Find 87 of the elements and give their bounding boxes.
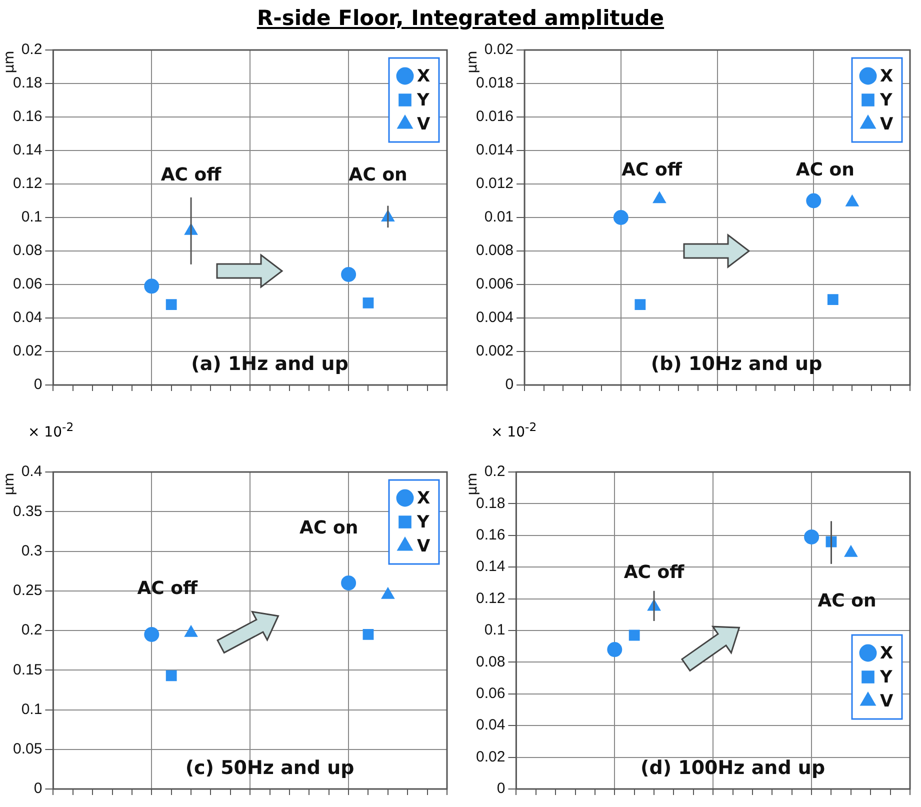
y-axis-title: µm (2, 472, 18, 496)
y-tick-label: 0.05 (12, 740, 42, 758)
y-tick-label: 0.014 (476, 142, 514, 159)
point (652, 192, 666, 204)
point (634, 299, 646, 310)
y-tick-label: 0.16 (12, 108, 42, 126)
y-tick-label: 0.08 (12, 242, 42, 260)
y-tick-label: 0.004 (476, 309, 514, 326)
y-tick-label: 0.008 (476, 242, 514, 260)
annotation: AC on (300, 518, 358, 539)
y-tick-label: 0.1 (21, 208, 42, 226)
point (362, 629, 374, 640)
y-tick-label: 0 (505, 376, 514, 394)
annotation: AC off (624, 562, 685, 584)
point (607, 642, 622, 658)
y-tick-label: 0.02 (12, 342, 42, 360)
y-tick-label: 0.016 (476, 108, 514, 126)
legend-label: V (417, 114, 431, 134)
legend-label: X (417, 488, 430, 508)
annotation: AC off (137, 578, 198, 599)
y-tick-label: 0.006 (476, 276, 514, 293)
annotation: (a) 1Hz and up (191, 352, 348, 375)
annotation: (c) 50Hz and up (185, 756, 354, 779)
y-tick-label: 0.3 (21, 542, 42, 560)
y-tick-label: 0.018 (476, 74, 514, 92)
annotation: (b) 10Hz and up (650, 352, 822, 375)
y-tick-label: 0.04 (476, 716, 506, 734)
legend-label: Y (416, 512, 430, 532)
y-tick-label: 0.06 (12, 276, 42, 293)
y-tick-label: 0.2 (21, 622, 42, 639)
y-tick-label: 0.25 (12, 582, 42, 600)
y-tick-label: 0.12 (12, 175, 42, 192)
annotation: (d) 100Hz and up (640, 756, 826, 779)
y-tick-label: 0.12 (476, 590, 506, 607)
y-tick-label: 0.15 (12, 661, 42, 678)
point (613, 210, 628, 225)
text: × 10$^{-2}$ (28, 420, 74, 441)
y-tick-label: 0.2 (21, 41, 42, 58)
y-axis-title: µm (464, 472, 481, 496)
legend-label: Y (879, 90, 893, 110)
y-axis-title: µm (2, 50, 18, 74)
point (628, 630, 640, 641)
point (341, 575, 356, 590)
y-tick-label: 0.1 (484, 622, 506, 639)
y-tick-label: 0.18 (476, 494, 506, 512)
legend-label: V (417, 536, 431, 556)
legend-label: V (880, 691, 894, 712)
y-tick-label: 0.18 (12, 74, 42, 92)
point (144, 626, 160, 642)
y-tick-label: 0.14 (12, 142, 42, 159)
annotation: AC on (348, 164, 408, 186)
y-tick-label: 0 (496, 780, 506, 798)
y-tick-label: 0 (34, 376, 42, 394)
legend-label: Y (879, 667, 893, 688)
chart-title: R-side Floor, Integrated amplitude (256, 6, 666, 30)
y-tick-label: 0.16 (476, 526, 506, 544)
y-tick-label: 0.1 (21, 700, 42, 718)
point (166, 670, 177, 682)
y-tick-label: 0.02 (476, 748, 506, 766)
point (846, 194, 859, 206)
point (827, 294, 838, 306)
y-tick-label: 0.2 (484, 463, 506, 480)
y-tick-label: 0.002 (476, 342, 514, 360)
annotation: AC on (796, 159, 854, 180)
y-tick-label: 0.012 (476, 175, 514, 192)
y-tick-label: 0.35 (12, 502, 42, 520)
annotation: AC on (818, 590, 876, 612)
point (806, 193, 822, 208)
point (381, 587, 394, 599)
y-tick-label: 0 (34, 780, 42, 798)
legend-label: V (880, 114, 894, 134)
legend-label: Y (416, 90, 430, 110)
point (804, 529, 820, 544)
y-axis-title: µm (464, 50, 481, 74)
text: × 10$^{-2}$ (491, 420, 537, 441)
y-tick-label: 0.14 (476, 558, 506, 576)
y-tick-label: 0.4 (21, 463, 42, 480)
legend-label: X (880, 66, 894, 86)
annotation: AC off (160, 164, 222, 186)
y-tick-label: 0.06 (476, 685, 506, 702)
legend-label: X (880, 643, 894, 664)
y-tick-label: 0.01 (484, 208, 514, 226)
legend-label: X (417, 66, 430, 86)
y-tick-label: 0.04 (12, 309, 42, 326)
y-tick-label: 0.08 (476, 653, 506, 670)
y-tick-label: 0.02 (484, 41, 514, 58)
annotation: AC off (622, 159, 682, 180)
